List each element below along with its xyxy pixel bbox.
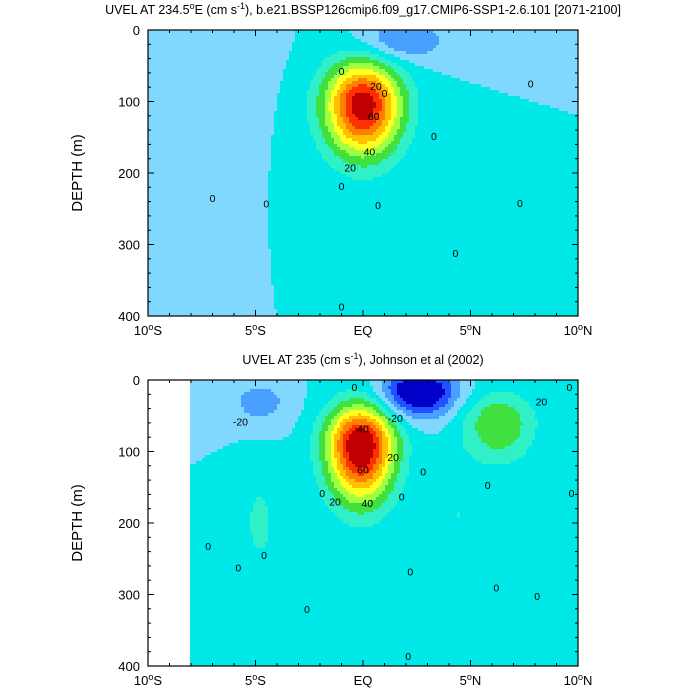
contour-label: -20 [388,413,403,425]
contour-label: 0 [205,541,211,553]
contour-label: 0 [319,488,325,500]
y-tick-label: 300 [118,238,140,253]
contour-label: 0 [375,200,381,212]
x-tick-label: 5oS [245,672,266,688]
contour-label: 0 [485,480,491,492]
contour-label: 0 [431,131,437,143]
contour-label: 0 [263,199,269,211]
y-tick-label: 200 [118,166,140,181]
x-tick-label: 10oN [564,322,593,338]
contour-label: 0 [493,582,499,594]
contour-label: 20 [344,162,356,174]
contour-label: 0 [566,382,572,394]
contour-label: 0 [382,88,388,100]
contour-label: 20 [536,396,548,408]
contour-label: 0 [339,302,345,314]
contour-label: 0 [420,467,426,479]
contour-label: 0 [261,550,267,562]
contour-label: 0 [235,562,241,574]
contour-label: 20 [329,497,341,509]
contour-label: 40 [361,498,373,510]
y-tick-label: 400 [118,309,140,324]
contour-label: 0 [407,567,413,579]
x-tick-label: 10oN [564,672,593,688]
contour-label: 0 [569,488,575,500]
x-tick-label: 5oN [460,322,482,338]
x-tick-label: EQ [354,323,373,338]
x-tick-label: 10oS [134,672,162,688]
y-axis-label: DEPTH (m) [69,484,86,562]
y-axis-label: DEPTH (m) [69,134,86,212]
contour-label: 0 [210,193,216,205]
contour-label: -20 [233,416,248,428]
contour-label: 20 [387,452,399,464]
x-tick-label: EQ [354,673,373,688]
contour-label: 0 [339,66,345,78]
contour-label: 0 [517,198,523,210]
contour-label: 40 [364,147,376,159]
y-tick-label: 0 [133,23,140,38]
contour-label: 60 [368,111,380,123]
contour-label: 0 [399,492,405,504]
y-tick-label: 300 [118,588,140,603]
contour-label: 20 [370,81,382,93]
contour-label: 0 [304,604,310,616]
panel-title: UVEL AT 235 (cm s-1), Johnson et al (200… [242,351,483,367]
y-tick-label: 400 [118,659,140,674]
contour-label: 0 [453,248,459,260]
x-tick-label: 5oN [460,672,482,688]
contour-label: 40 [357,424,369,436]
y-tick-label: 100 [118,445,140,460]
contour-fill [148,30,578,316]
contour-label: 0 [405,651,411,663]
y-tick-label: 0 [133,373,140,388]
contour-label: 0 [351,382,357,394]
contour-label: 0 [528,79,534,91]
panel-title: UVEL AT 234.5oE (cm s-1), b.e21.BSSP126c… [105,1,621,17]
y-tick-label: 100 [118,95,140,110]
contour-fill [148,380,578,666]
contour-label: 0 [339,181,345,193]
contour-label: 0 [534,591,540,603]
x-tick-label: 5oS [245,322,266,338]
y-tick-label: 200 [118,516,140,531]
contour-label: 60 [357,464,369,476]
x-tick-label: 10oS [134,322,162,338]
